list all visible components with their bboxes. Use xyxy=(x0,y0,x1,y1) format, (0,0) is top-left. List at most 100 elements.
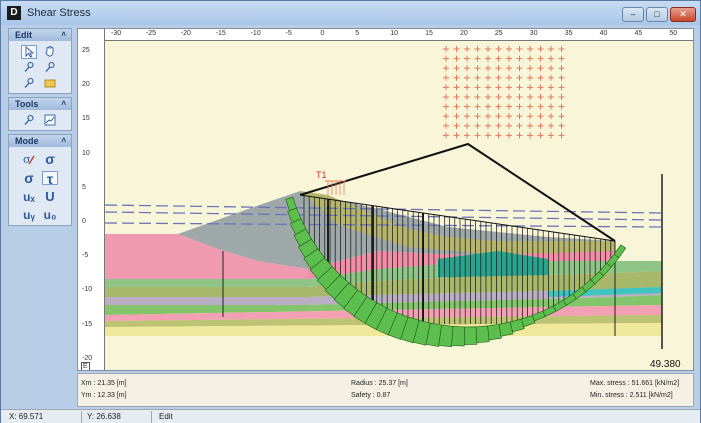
stress-arrow xyxy=(453,55,460,62)
slip-block xyxy=(520,314,536,328)
tool-panel: Edit ˄ Tools xyxy=(8,28,72,371)
svg-text:σ: σ xyxy=(23,153,31,166)
stress-arrow xyxy=(506,84,512,91)
sigma-icon[interactable]: σ xyxy=(45,151,55,167)
edit-group-header[interactable]: Edit ˄ xyxy=(9,29,71,41)
sigma-pencil-icon[interactable]: σ xyxy=(21,152,37,166)
xm-value: Xm : 21.35 [m] xyxy=(81,380,127,387)
mode-group: Mode ˄ σ σ σ τ uₓ U uᵧ u₀ xyxy=(8,134,72,226)
x-tick-label: 45 xyxy=(634,30,643,37)
pointer-icon[interactable] xyxy=(21,45,37,59)
hand-icon[interactable] xyxy=(42,45,58,59)
collapse-icon[interactable]: ˄ xyxy=(61,136,66,145)
mode-group-header[interactable]: Mode ˄ xyxy=(9,135,71,147)
stress-arrow xyxy=(474,94,481,100)
slip-block xyxy=(425,322,443,347)
safety-value: Safety : 0.87 xyxy=(351,392,391,399)
stress-arrow xyxy=(506,113,512,120)
stress-arrow xyxy=(485,65,491,72)
maximize-button[interactable]: □ xyxy=(646,7,668,22)
stress-arrow xyxy=(443,132,449,139)
x-tick-label: -30 xyxy=(111,30,122,37)
stress-arrow xyxy=(495,103,502,110)
x-tick-label: 50 xyxy=(669,30,678,37)
stress-arrow xyxy=(443,122,449,129)
close-button[interactable]: ✕ xyxy=(670,7,696,22)
chart-icon[interactable] xyxy=(42,114,58,128)
probe-icon[interactable] xyxy=(21,77,37,91)
stress-arrow xyxy=(464,94,470,100)
stress-arrow xyxy=(506,132,512,139)
minimize-button[interactable]: – xyxy=(622,7,644,22)
stress-arrow xyxy=(485,94,491,100)
stress-arrow xyxy=(548,132,554,139)
stress-arrow xyxy=(443,103,449,110)
stress-arrow xyxy=(558,65,565,72)
slip-block xyxy=(451,326,465,347)
y-tick-label: -15 xyxy=(82,320,93,328)
stress-arrow xyxy=(537,113,544,120)
stress-arrow xyxy=(464,74,470,81)
stress-arrow xyxy=(537,46,544,52)
ux-icon[interactable]: uₓ xyxy=(23,190,35,204)
tau-icon[interactable]: τ xyxy=(42,171,58,186)
sigma-icon[interactable]: σ xyxy=(24,170,34,186)
stress-arrow xyxy=(485,46,491,52)
probe-icon[interactable] xyxy=(42,61,58,75)
y-tick-label: -5 xyxy=(82,252,89,260)
stress-arrow xyxy=(506,55,512,62)
probe-icon[interactable] xyxy=(21,114,37,128)
stress-arrow xyxy=(548,94,554,100)
y-tick-label: -10 xyxy=(82,286,93,294)
stress-arrow xyxy=(453,103,460,110)
stress-arrow xyxy=(516,94,523,100)
collapse-icon[interactable]: ˄ xyxy=(61,99,66,108)
stress-arrow xyxy=(527,65,533,72)
stress-arrow xyxy=(485,122,491,129)
slip-surface-blocks xyxy=(285,196,627,348)
status-separator xyxy=(151,411,152,423)
stress-arrow xyxy=(548,55,554,62)
slip-block xyxy=(475,325,490,344)
stress-arrow xyxy=(495,113,502,120)
circle-construction-lines xyxy=(299,142,616,242)
stress-arrow xyxy=(516,103,523,110)
stress-arrow xyxy=(558,122,565,129)
stress-arrow xyxy=(474,113,481,120)
value-label: 49.380 xyxy=(650,359,681,370)
max-stress-value: Max. stress : 51.661 [kN/m2] xyxy=(590,380,680,387)
stress-arrow xyxy=(558,94,565,100)
stress-arrow xyxy=(548,65,554,72)
title-bar[interactable]: D Shear Stress – □ ✕ xyxy=(1,1,700,25)
uy-icon[interactable]: uᵧ xyxy=(23,208,35,222)
stress-arrow xyxy=(516,113,523,120)
stress-arrow xyxy=(443,65,449,72)
rectangle-icon[interactable] xyxy=(42,77,58,91)
u-icon[interactable]: U xyxy=(45,189,55,204)
stress-arrow xyxy=(506,46,512,52)
tools-group-header[interactable]: Tools ˄ xyxy=(9,98,71,110)
edit-group-title: Edit xyxy=(15,30,32,40)
stress-arrow xyxy=(495,65,502,72)
stress-arrow xyxy=(516,74,523,81)
probe-icon[interactable] xyxy=(21,61,37,75)
stress-arrow xyxy=(474,65,481,72)
stress-arrow xyxy=(495,94,502,100)
stress-arrow xyxy=(527,94,533,100)
stress-arrow xyxy=(558,113,565,120)
stress-arrow xyxy=(527,46,533,52)
stress-arrow xyxy=(464,122,470,129)
drawing-canvas[interactable]: T1 49.380 -30 -25 -20 -15 -10 -5 0 5 10 15 20 25 30 3… xyxy=(77,28,694,371)
stress-arrow xyxy=(537,122,544,129)
u0-icon[interactable]: u₀ xyxy=(43,208,57,222)
tools-group: Tools ˄ xyxy=(8,97,72,131)
ym-value: Ym : 12.33 [m] xyxy=(81,392,127,399)
collapse-icon[interactable]: ˄ xyxy=(61,30,66,39)
stress-arrow xyxy=(558,46,565,52)
x-tick-label: -10 xyxy=(250,30,261,37)
stress-arrow xyxy=(453,46,460,52)
stress-arrow xyxy=(474,122,481,129)
x-tick-label: -5 xyxy=(285,30,292,37)
app-icon: D xyxy=(7,6,21,20)
stress-arrow xyxy=(453,113,460,120)
